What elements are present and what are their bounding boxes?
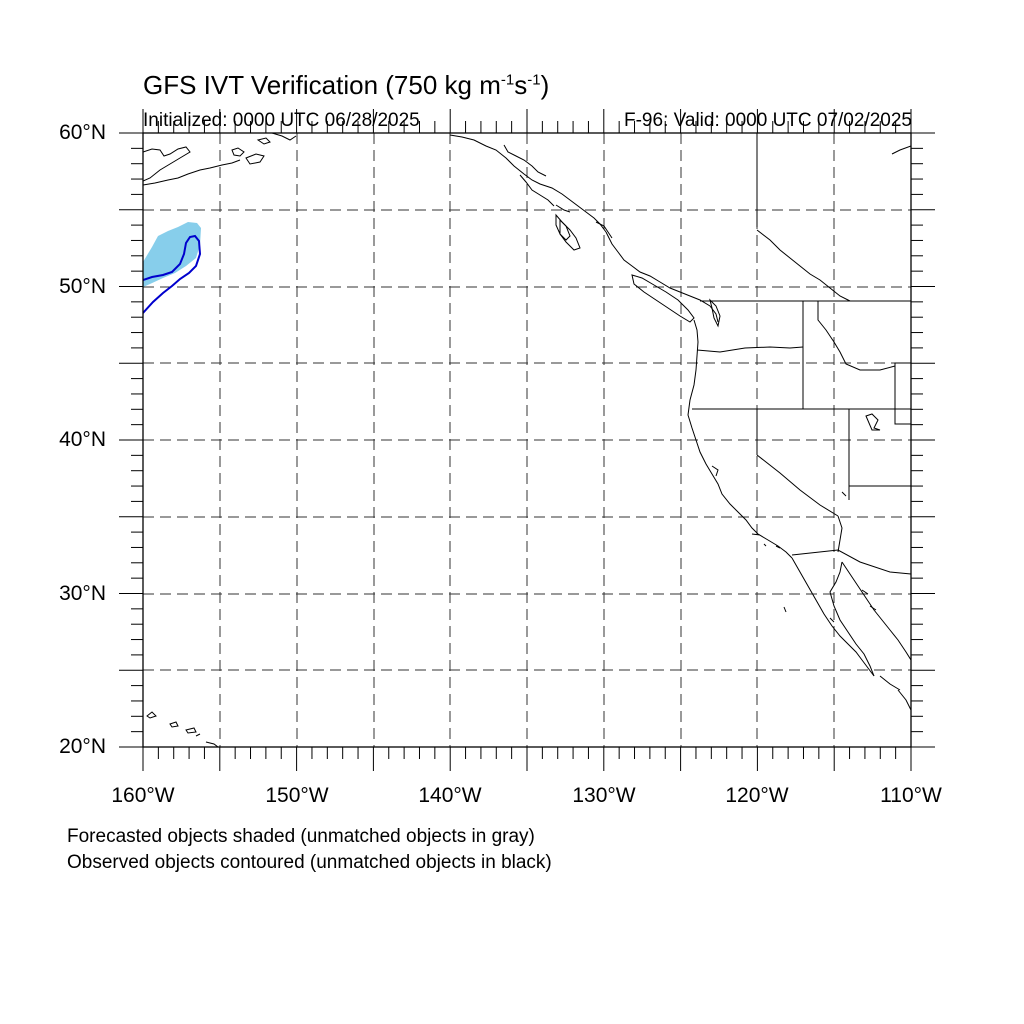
observed-object-contour [143, 234, 202, 314]
lon-label-130w: 130°W [572, 784, 636, 807]
political-borders [692, 133, 911, 575]
lat-label-50: 50°N [59, 275, 106, 298]
coastlines [143, 133, 911, 747]
legend-observed-note: Observed objects contoured (unmatched ob… [67, 852, 552, 873]
lat-label-20: 20°N [59, 735, 106, 758]
init-time: Initialized: 0000 UTC 06/28/2025 [143, 110, 420, 131]
plot-frame [142, 132, 912, 748]
lat-label-60: 60°N [59, 121, 106, 144]
axis-ticks [119, 109, 935, 771]
forecast-object-shade [143, 222, 201, 287]
lat-label-40: 40°N [59, 428, 106, 451]
lon-label-110w: 110°W [880, 784, 942, 807]
legend-forecast-note: Forecasted objects shaded (unmatched obj… [67, 826, 535, 847]
lon-label-140w: 140°W [418, 784, 482, 807]
grid-lines [143, 133, 911, 747]
lon-label-150w: 150°W [265, 784, 329, 807]
lon-label-120w: 120°W [725, 784, 789, 807]
lon-label-160w: 160°W [111, 784, 175, 807]
lat-label-30: 30°N [59, 582, 106, 605]
map-title: GFS IVT Verification (750 kg m-1s-1) [143, 70, 550, 100]
